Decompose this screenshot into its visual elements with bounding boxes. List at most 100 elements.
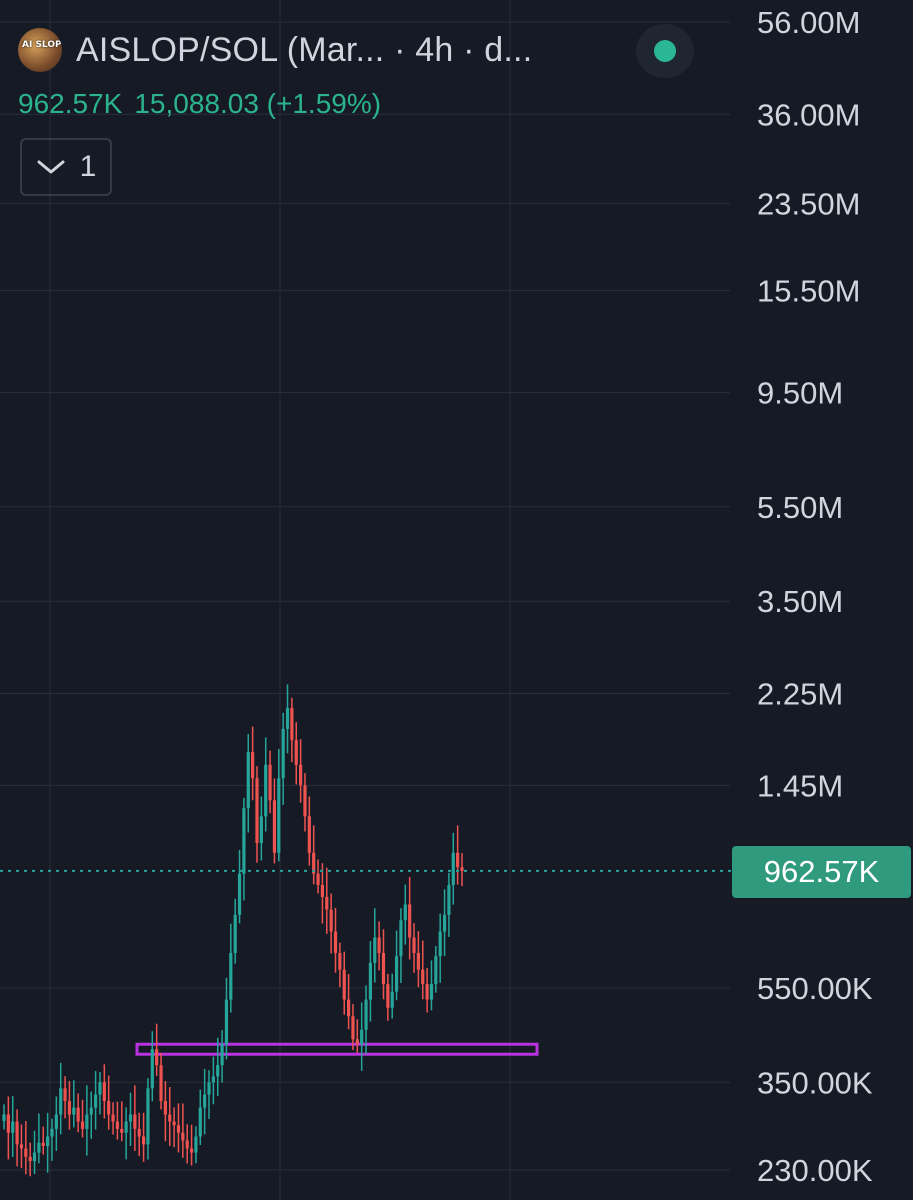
candle-body bbox=[281, 728, 285, 779]
candle-body bbox=[194, 1136, 198, 1153]
candle-body bbox=[229, 952, 233, 1000]
candle-body bbox=[386, 984, 390, 1008]
candle-body bbox=[460, 867, 464, 871]
candle-body bbox=[421, 969, 425, 985]
candle-body bbox=[329, 909, 333, 932]
candle-body bbox=[150, 1049, 154, 1089]
candle-body bbox=[76, 1107, 80, 1122]
candle-body bbox=[320, 884, 325, 897]
candle-body bbox=[390, 991, 394, 1008]
candle-body bbox=[316, 873, 320, 885]
change-value: 15,088.03 (+1.59%) bbox=[134, 88, 382, 119]
candle-body bbox=[19, 1144, 24, 1149]
candle-body bbox=[185, 1140, 189, 1149]
candle-body bbox=[303, 785, 307, 817]
candle-body bbox=[351, 1016, 355, 1040]
candle-body bbox=[399, 920, 403, 957]
candle-body bbox=[412, 937, 416, 953]
candle-body bbox=[207, 1082, 211, 1095]
candle-body bbox=[133, 1114, 137, 1129]
candle-body bbox=[80, 1121, 85, 1129]
candle-body bbox=[163, 1101, 167, 1115]
y-tick-label: 2.25M bbox=[757, 677, 843, 712]
candle-body bbox=[46, 1136, 50, 1146]
candle-body bbox=[242, 808, 246, 874]
candle-body bbox=[277, 778, 281, 853]
candle-body bbox=[6, 1114, 10, 1133]
candle-body bbox=[120, 1128, 124, 1133]
candle-body bbox=[94, 1094, 98, 1108]
candle-body bbox=[155, 1049, 159, 1066]
candle-body bbox=[299, 764, 303, 786]
avatar-text: AI SLOP bbox=[22, 40, 62, 50]
candle-body bbox=[251, 752, 255, 779]
candle-body bbox=[216, 1065, 220, 1077]
candle-body bbox=[456, 852, 460, 868]
indicators-collapse-button[interactable]: 1 bbox=[20, 138, 112, 196]
candle-body bbox=[211, 1076, 215, 1083]
candle-body bbox=[141, 1136, 146, 1145]
candle-body bbox=[128, 1114, 133, 1122]
indicator-count: 1 bbox=[79, 150, 97, 183]
candle-body bbox=[168, 1114, 172, 1122]
candle-body bbox=[333, 931, 338, 953]
candle-body bbox=[237, 873, 242, 915]
candle-body bbox=[124, 1121, 128, 1133]
y-tick-label: 56.00M bbox=[757, 5, 860, 40]
candle-body bbox=[408, 904, 412, 938]
candle-body bbox=[338, 952, 342, 970]
candle-body bbox=[346, 999, 351, 1017]
candle-body bbox=[294, 740, 298, 765]
candle-body bbox=[233, 914, 237, 953]
candle-body bbox=[28, 1156, 32, 1162]
y-tick-label: 550.00K bbox=[757, 971, 873, 1006]
candle-body bbox=[54, 1114, 58, 1129]
candle-body bbox=[438, 931, 442, 957]
candle-body bbox=[50, 1128, 54, 1137]
token-avatar-icon[interactable]: AI SLOP bbox=[18, 28, 62, 72]
candle-body bbox=[32, 1152, 37, 1162]
candle-body bbox=[355, 1039, 359, 1045]
candle-body bbox=[146, 1088, 150, 1145]
ohlc-values: 962.57K 15,088.03 (+1.59%) bbox=[18, 88, 393, 120]
candle-body bbox=[159, 1065, 163, 1102]
candle-body bbox=[285, 707, 290, 729]
candle-body bbox=[189, 1148, 194, 1153]
y-tick-label: 1.45M bbox=[757, 768, 843, 803]
candles bbox=[2, 684, 464, 1177]
y-tick-label: 23.50M bbox=[757, 186, 860, 221]
candle-body bbox=[107, 1101, 111, 1115]
candle-body bbox=[72, 1107, 76, 1115]
candle-body bbox=[364, 999, 368, 1030]
candle-body bbox=[41, 1142, 45, 1146]
chevron-down-icon bbox=[37, 160, 65, 174]
last-price-tag: 962.57K bbox=[732, 846, 911, 898]
y-tick-label: 9.50M bbox=[757, 376, 843, 411]
candle-body bbox=[224, 999, 229, 1045]
candle-body bbox=[403, 904, 407, 921]
support-rectangle bbox=[135, 1042, 539, 1056]
candle-body bbox=[429, 984, 434, 1000]
support-zone bbox=[135, 1042, 539, 1056]
y-tick-label: 5.50M bbox=[757, 490, 843, 525]
candle-body bbox=[342, 969, 346, 1000]
candle-body bbox=[102, 1082, 106, 1102]
symbol-title[interactable]: AISLOP/SOL (Mar... · 4h · d... bbox=[76, 30, 533, 69]
candle-body bbox=[67, 1101, 72, 1115]
candle-body bbox=[381, 952, 386, 985]
candle-body bbox=[307, 816, 311, 853]
candle-body bbox=[11, 1121, 15, 1133]
live-status-dot-icon[interactable] bbox=[636, 24, 694, 78]
candle-body bbox=[255, 778, 259, 844]
candle-body bbox=[137, 1128, 141, 1137]
candle-body bbox=[368, 962, 372, 1000]
candle-body bbox=[2, 1114, 6, 1121]
candle-body bbox=[373, 937, 377, 963]
candle-body bbox=[220, 1044, 224, 1066]
candle-body bbox=[312, 852, 316, 874]
candle-body bbox=[24, 1148, 28, 1157]
candle-body bbox=[15, 1121, 19, 1145]
candle-body bbox=[290, 707, 294, 741]
candle-body bbox=[176, 1125, 181, 1133]
